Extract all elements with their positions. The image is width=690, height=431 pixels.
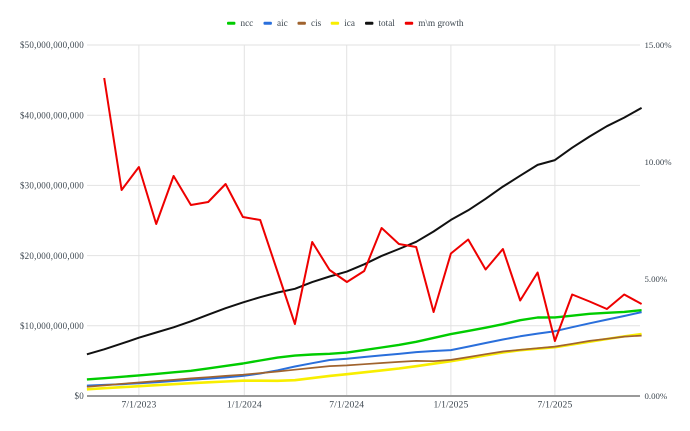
svg-text:$40,000,000,000: $40,000,000,000 [20, 110, 84, 120]
svg-text:$20,000,000,000: $20,000,000,000 [20, 251, 84, 261]
svg-text:total: total [379, 18, 396, 28]
svg-text:ncc: ncc [241, 18, 254, 28]
svg-text:$30,000,000,000: $30,000,000,000 [20, 181, 84, 191]
svg-text:5.00%: 5.00% [645, 274, 668, 284]
svg-text:ica: ica [344, 18, 355, 28]
svg-text:7/1/2023: 7/1/2023 [121, 400, 156, 411]
svg-text:10.00%: 10.00% [645, 157, 673, 167]
svg-text:$10,000,000,000: $10,000,000,000 [20, 321, 84, 331]
svg-text:1/1/2024: 1/1/2024 [227, 400, 262, 411]
svg-text:m\m growth: m\m growth [418, 18, 464, 28]
svg-text:$50,000,000,000: $50,000,000,000 [20, 40, 84, 50]
svg-text:7/1/2024: 7/1/2024 [329, 400, 364, 411]
svg-text:$0: $0 [75, 391, 85, 401]
svg-text:15.00%: 15.00% [645, 40, 673, 50]
svg-text:aic: aic [277, 18, 288, 28]
svg-text:cis: cis [311, 18, 322, 28]
svg-text:0.00%: 0.00% [645, 391, 668, 401]
svg-text:1/1/2025: 1/1/2025 [433, 400, 468, 411]
svg-text:7/1/2025: 7/1/2025 [537, 400, 572, 411]
